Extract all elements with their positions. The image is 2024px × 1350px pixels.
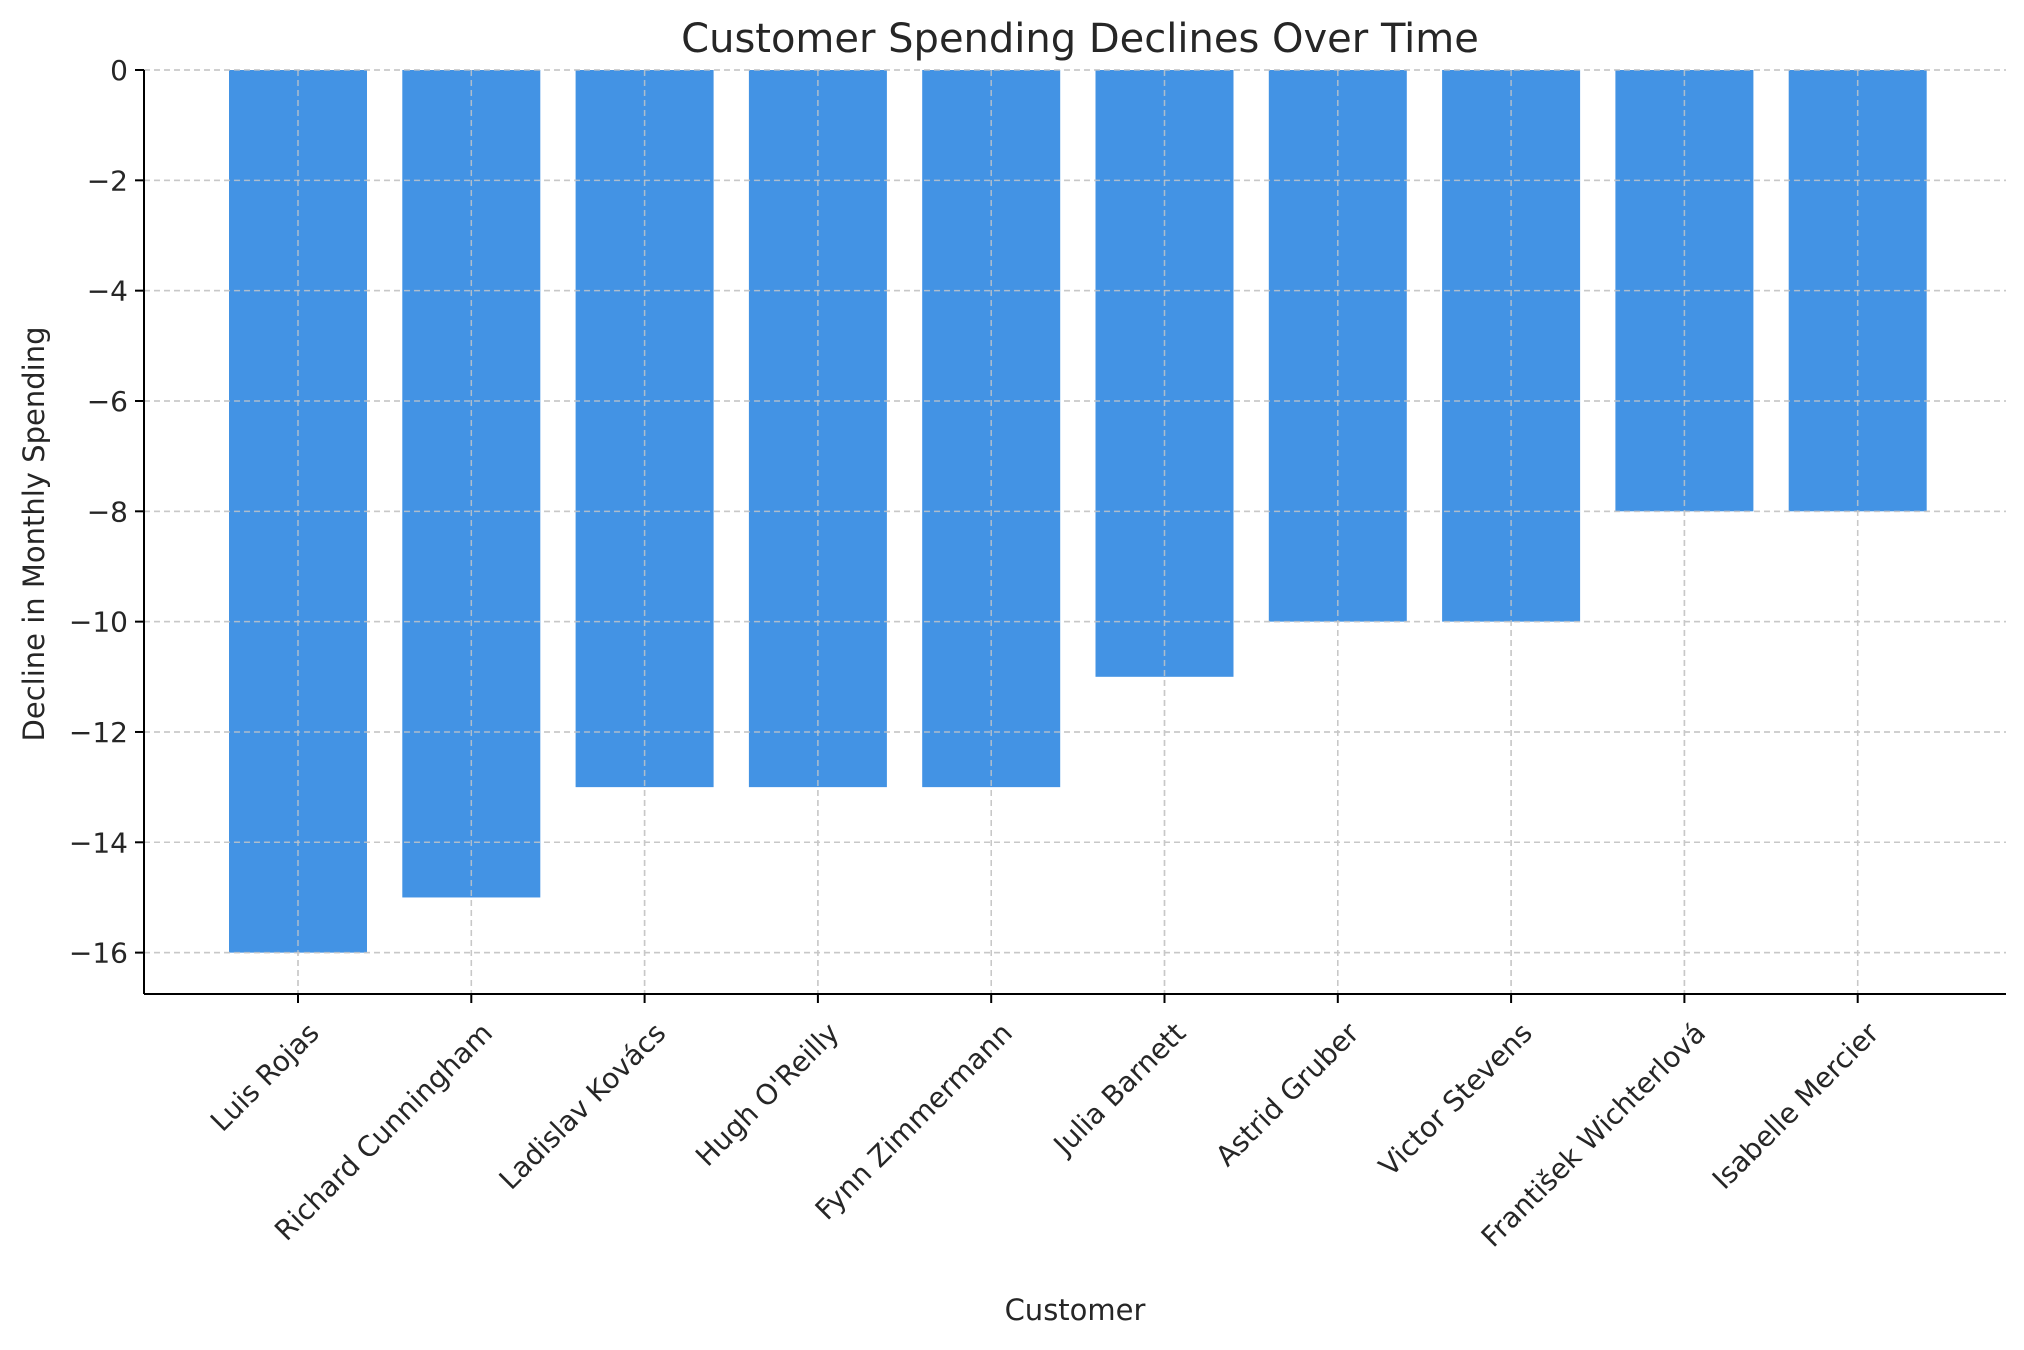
bar <box>922 70 1061 788</box>
bar <box>748 70 887 788</box>
x-tick-label: Hugh O'Reilly <box>689 1016 845 1172</box>
x-tick-label: Julia Barnett <box>1046 1016 1192 1162</box>
y-tick-label: −14 <box>69 826 128 859</box>
axes <box>143 70 2006 995</box>
x-tick-label: Ladislav Kovács <box>493 1016 673 1196</box>
y-tick-label: −6 <box>87 385 128 418</box>
x-tick-label: Astrid Gruber <box>1209 1016 1366 1173</box>
x-axis-label: Customer <box>1005 1293 1146 1327</box>
y-tick-label: −8 <box>87 495 128 528</box>
chart-title: Customer Spending Declines Over Time <box>681 16 1479 62</box>
y-tick-label: −12 <box>69 716 128 749</box>
bar <box>575 70 714 788</box>
y-tick-label: −4 <box>87 275 128 308</box>
grid-overlay <box>144 69 2006 994</box>
y-axis-label: Decline in Monthly Spending <box>17 327 51 742</box>
y-tick-label: 0 <box>110 54 128 87</box>
x-tick-label: Isabelle Mercier <box>1706 1016 1886 1196</box>
y-tick-label: −2 <box>87 164 128 197</box>
x-tick-label: Victor Stevens <box>1372 1016 1538 1182</box>
x-tick-label: Luis Rojas <box>204 1016 326 1138</box>
y-tick-label: −10 <box>69 606 128 639</box>
x-tick-label: Fynn Zimmermann <box>809 1016 1019 1226</box>
bars <box>144 69 2006 994</box>
y-tick-label: −16 <box>69 937 128 970</box>
